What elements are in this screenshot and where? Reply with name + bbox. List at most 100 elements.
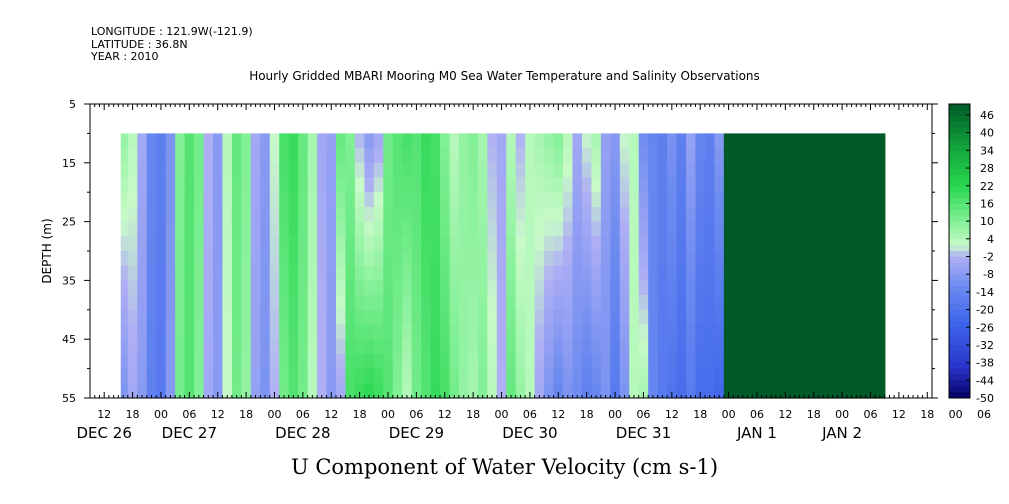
heatmap-cell: [269, 309, 280, 326]
heatmap-cell: [326, 236, 337, 252]
heatmap-cell: [279, 133, 290, 149]
heatmap-cell: [600, 192, 611, 208]
heatmap-cell: [780, 192, 791, 208]
x-tick-label: 06: [182, 408, 196, 421]
x-day-label: DEC 26: [77, 424, 132, 442]
heatmap-cell: [506, 265, 517, 281]
heatmap-cell: [326, 251, 337, 267]
heatmap-cell: [222, 368, 233, 384]
heatmap-cell: [421, 192, 432, 208]
heatmap-cell: [780, 133, 791, 149]
heatmap-cell: [373, 353, 384, 370]
heatmap-cell: [563, 162, 574, 179]
heatmap-cell: [231, 295, 242, 311]
heatmap-cell: [600, 236, 611, 252]
heatmap-cell: [288, 265, 299, 281]
heatmap-cell: [383, 295, 394, 311]
x-tick-label: 00: [495, 408, 509, 421]
heatmap-cell: [383, 133, 394, 149]
heatmap-cell: [733, 353, 744, 370]
heatmap-cell: [477, 162, 488, 179]
heatmap-cell: [364, 383, 375, 399]
heatmap-cell: [496, 251, 507, 267]
heatmap-cell: [742, 368, 753, 384]
heatmap-cell: [317, 383, 328, 399]
heatmap-cell: [686, 162, 697, 179]
heatmap-cell: [354, 251, 365, 267]
x-tick-label: 18: [466, 408, 480, 421]
heatmap-cell: [818, 221, 829, 237]
heatmap-cell: [250, 177, 261, 193]
heatmap-cell: [241, 236, 252, 252]
heatmap-cell: [506, 368, 517, 384]
heatmap-cell: [818, 236, 829, 252]
heatmap-cell: [354, 162, 365, 179]
heatmap-cell: [127, 353, 138, 370]
x-tick-label: 18: [580, 408, 594, 421]
heatmap-cell: [799, 162, 810, 179]
heatmap-cell: [127, 148, 138, 164]
heatmap-cell: [307, 383, 318, 399]
heatmap-cell: [383, 309, 394, 326]
heatmap-cell: [231, 368, 242, 384]
heatmap-cell: [137, 206, 148, 223]
heatmap-cell: [610, 177, 621, 193]
x-tick-label: 12: [438, 408, 452, 421]
heatmap-cell: [250, 324, 261, 340]
heatmap-cell: [657, 236, 668, 252]
heatmap-cell: [695, 280, 706, 296]
heatmap-cell: [430, 309, 441, 326]
heatmap-cell: [127, 162, 138, 179]
heatmap-cell: [137, 309, 148, 326]
heatmap-cell: [704, 309, 716, 326]
heatmap-cell: [638, 368, 649, 384]
heatmap-cell: [127, 236, 138, 252]
heatmap-cell: [487, 368, 498, 384]
heatmap-cell: [203, 236, 214, 252]
heatmap-cell: [449, 192, 460, 208]
heatmap-cell: [184, 280, 195, 296]
heatmap-cell: [723, 192, 734, 208]
heatmap-cell: [165, 324, 176, 340]
heatmap-cell: [402, 133, 413, 149]
heatmap-cell: [194, 295, 205, 311]
heatmap-cell: [449, 309, 460, 326]
heatmap-cell: [771, 177, 782, 193]
heatmap-cell: [790, 353, 801, 370]
colorbar-swatch: [949, 392, 970, 399]
heatmap-cell: [686, 353, 697, 370]
heatmap-cell: [790, 339, 801, 355]
heatmap-cell: [364, 177, 375, 193]
heatmap-cell: [326, 192, 337, 208]
heatmap-cell: [307, 177, 318, 193]
heatmap-cell: [477, 368, 488, 384]
heatmap-cell: [383, 251, 394, 267]
y-tick-label: 25: [62, 216, 76, 229]
colorbar-swatch: [949, 192, 970, 199]
heatmap-cell: [269, 162, 280, 179]
heatmap-cell: [875, 295, 886, 311]
heatmap-cell: [544, 177, 555, 193]
heatmap-cell: [846, 295, 857, 311]
heatmap-cell: [544, 309, 555, 326]
heatmap-cell: [354, 177, 365, 193]
heatmap-cell: [600, 177, 611, 193]
heatmap-cell: [392, 251, 403, 267]
heatmap-cell: [260, 221, 271, 237]
heatmap-cell: [402, 280, 413, 296]
heatmap-cell: [752, 280, 763, 296]
heatmap-cell: [648, 251, 659, 267]
heatmap-cell: [525, 295, 536, 311]
heatmap-cell: [421, 162, 432, 179]
heatmap-cell: [392, 309, 403, 326]
heatmap-cell: [686, 295, 697, 311]
heatmap-cell: [572, 133, 583, 149]
colorbar-swatch: [949, 256, 970, 264]
heatmap-cell: [865, 162, 876, 179]
heatmap-cell: [619, 251, 630, 267]
heatmap-cell: [458, 206, 470, 223]
heatmap-cell: [865, 251, 876, 267]
x-day-label: DEC 29: [389, 424, 444, 442]
colorbar-swatch: [949, 139, 970, 146]
heatmap-cell: [430, 353, 441, 370]
